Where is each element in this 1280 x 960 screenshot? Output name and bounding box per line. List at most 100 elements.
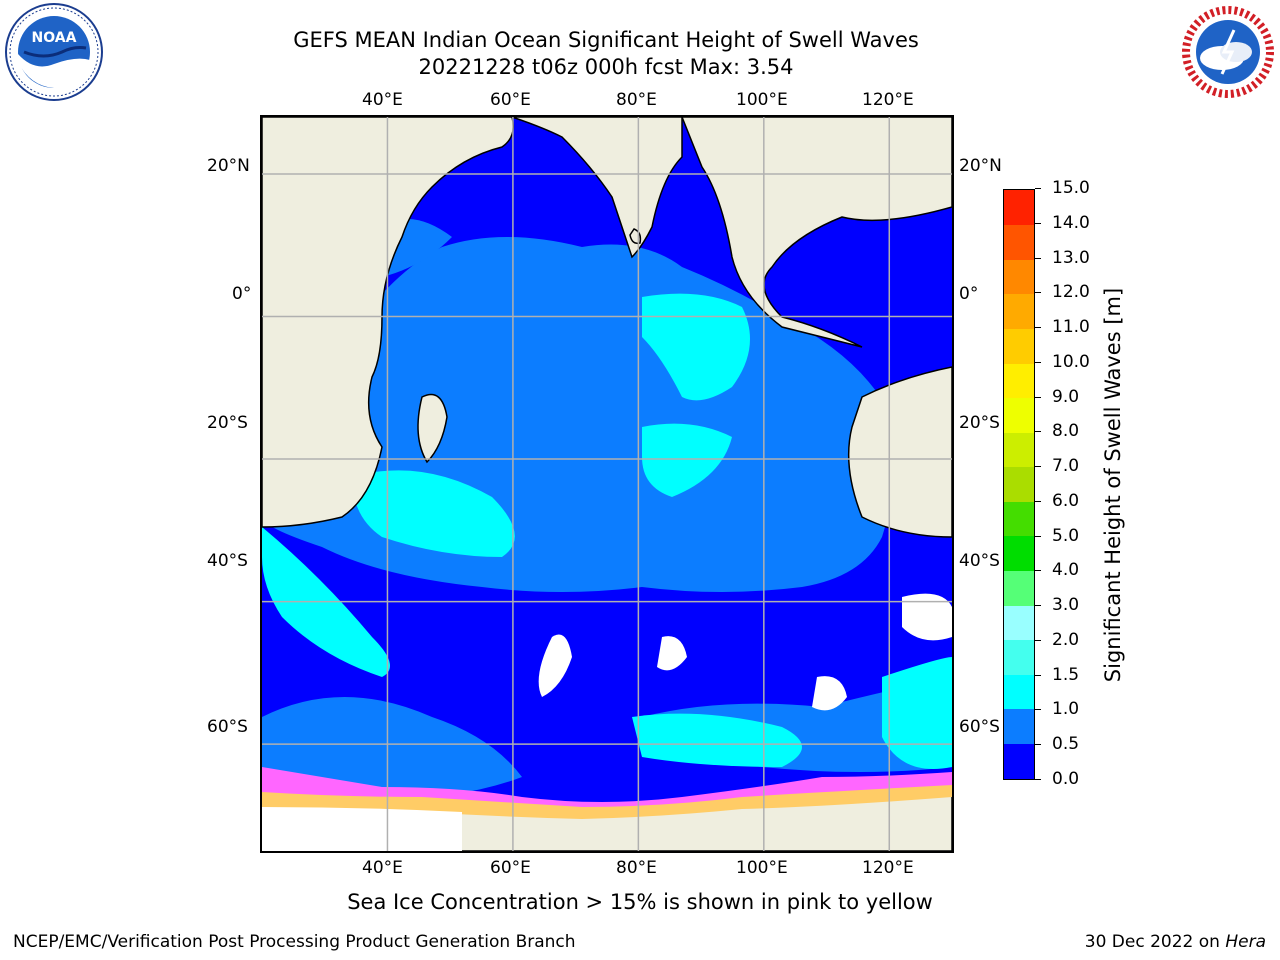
noaa-logo: NOAA: [4, 2, 104, 102]
top-lon-tick: 100°E: [736, 90, 788, 110]
colorbar-swatch: [1004, 535, 1034, 572]
colorbar-tick-label: 1.5: [1052, 664, 1080, 685]
colorbar-swatch: [1004, 190, 1034, 226]
colorbar-tick-label: 9.0: [1052, 386, 1080, 407]
colorbar-swatch: [1004, 293, 1034, 329]
colorbar-tick-mark: [1035, 431, 1041, 433]
bottom-lon-tick: 100°E: [736, 858, 788, 878]
footer-credit: NCEP/EMC/Verification Post Processing Pr…: [13, 932, 576, 952]
left-lat-tick: 60°S: [207, 717, 248, 737]
colorbar-tick-mark: [1035, 674, 1041, 676]
colorbar-tick-label: 10.0: [1052, 351, 1090, 372]
left-lat-tick: 20°S: [207, 413, 248, 433]
colorbar-tick-mark: [1035, 570, 1041, 572]
colorbar-tick-label: 6.0: [1052, 490, 1080, 511]
swell-area-1-1-5m: [642, 293, 750, 401]
colorbar-tick-mark: [1035, 327, 1041, 329]
colorbar-swatch: [1004, 605, 1034, 641]
left-lat-tick: 40°S: [207, 551, 248, 571]
colorbar-tick-label: 1.0: [1052, 699, 1080, 720]
ice-patch: [902, 593, 952, 641]
top-lon-tick: 80°E: [616, 90, 657, 110]
colorbar-tick-label: 3.0: [1052, 595, 1080, 616]
sea-ice: [262, 593, 952, 851]
colorbar: [1003, 189, 1035, 780]
colorbar-tick-mark: [1035, 466, 1041, 468]
colorbar-tick-label: 12.0: [1052, 282, 1090, 303]
madagascar-landmass: [417, 393, 448, 464]
sea-ice-interior: [262, 807, 462, 851]
colorbar-tick-label: 13.0: [1052, 247, 1090, 268]
colorbar-swatch: [1004, 708, 1034, 744]
colorbar-tick-mark: [1035, 605, 1041, 607]
colorbar-tick-mark: [1035, 639, 1041, 641]
colorbar-swatch: [1004, 501, 1034, 537]
noaa-logo-text: NOAA: [32, 30, 77, 46]
australia-landmass: [847, 366, 952, 538]
colorbar-tick-label: 11.0: [1052, 317, 1090, 338]
colorbar-swatch: [1004, 639, 1034, 675]
right-lat-tick: 20°S: [959, 413, 1000, 433]
colorbar-swatch: [1004, 674, 1034, 710]
bottom-lon-tick: 40°E: [362, 858, 403, 878]
swell-field: [262, 219, 952, 800]
colorbar-tick-label: 14.0: [1052, 212, 1090, 233]
right-lat-tick: 60°S: [959, 717, 1000, 737]
map-gridlines: [262, 117, 952, 851]
colorbar-swatch: [1004, 432, 1034, 468]
top-lon-tick: 60°E: [490, 90, 531, 110]
colorbar-tick-mark: [1035, 500, 1041, 502]
colorbar-tick-mark: [1035, 292, 1041, 294]
colorbar-tick-label: 8.0: [1052, 421, 1080, 442]
colorbar-tick-mark: [1035, 188, 1041, 189]
bottom-lon-tick: 80°E: [616, 858, 657, 878]
swell-area-1-1-5m: [882, 657, 952, 769]
colorbar-swatch: [1004, 224, 1034, 260]
india-landmass: [511, 117, 683, 259]
colorbar-tick-label: 2.0: [1052, 629, 1080, 650]
swell-area-1-1-5m: [352, 470, 515, 557]
colorbar-tick-label: 0.5: [1052, 734, 1080, 755]
ice-patch: [657, 636, 687, 671]
right-lat-tick: 20°N: [959, 156, 1002, 176]
left-lat-tick: 20°N: [207, 156, 250, 176]
colorbar-tick-mark: [1035, 361, 1041, 363]
colorbar-swatch: [1004, 362, 1034, 399]
colorbar-tick-mark: [1035, 709, 1041, 711]
colorbar-swatch: [1004, 328, 1034, 364]
colorbar-tick-label: 0.0: [1052, 769, 1080, 789]
colorbar-tick-mark: [1035, 535, 1041, 537]
top-lon-tick: 120°E: [862, 90, 914, 110]
swell-area-1-1-5m: [642, 423, 732, 497]
colorbar-tick-mark: [1035, 779, 1041, 780]
footer-date: 30 Dec 2022 on Hera: [1085, 932, 1266, 952]
colorbar-tick-mark: [1035, 257, 1041, 259]
left-lat-tick: 0°: [232, 284, 252, 304]
map-canvas: [262, 117, 952, 851]
ice-patch: [538, 634, 572, 697]
bottom-lon-tick: 60°E: [490, 858, 531, 878]
bottom-lon-tick: 120°E: [862, 858, 914, 878]
colorbar-swatch: [1004, 743, 1034, 779]
chart-subtitle: 20221228 t06z 000h fcst Max: 3.54: [418, 55, 794, 79]
swell-area-0-5-1m: [262, 697, 522, 800]
colorbar-swatch: [1004, 259, 1034, 295]
colorbar-tick-mark: [1035, 744, 1041, 746]
colorbar-tick-label: 4.0: [1052, 560, 1080, 581]
colorbar-tick-mark: [1035, 396, 1041, 398]
colorbar-tick-label: 5.0: [1052, 525, 1080, 546]
colorbar-tick-mark: [1035, 222, 1041, 224]
chart-title: GEFS MEAN Indian Ocean Significant Heigh…: [293, 28, 919, 52]
map-panel: [260, 115, 954, 853]
colorbar-tick-label: 15.0: [1052, 178, 1090, 198]
colorbar-swatch: [1004, 397, 1034, 433]
swell-area-1-1-5m: [632, 713, 802, 767]
nws-logo: [1178, 2, 1278, 102]
ice-patch: [812, 676, 847, 711]
footer-date-text: 30 Dec 2022 on: [1084, 932, 1226, 952]
colorbar-tick-label: 7.0: [1052, 456, 1080, 477]
right-lat-tick: 40°S: [959, 551, 1000, 571]
colorbar-swatch: [1004, 570, 1034, 606]
right-lat-tick: 0°: [959, 284, 979, 304]
colorbar-label: Significant Height of Swell Waves [m]: [1101, 287, 1125, 683]
